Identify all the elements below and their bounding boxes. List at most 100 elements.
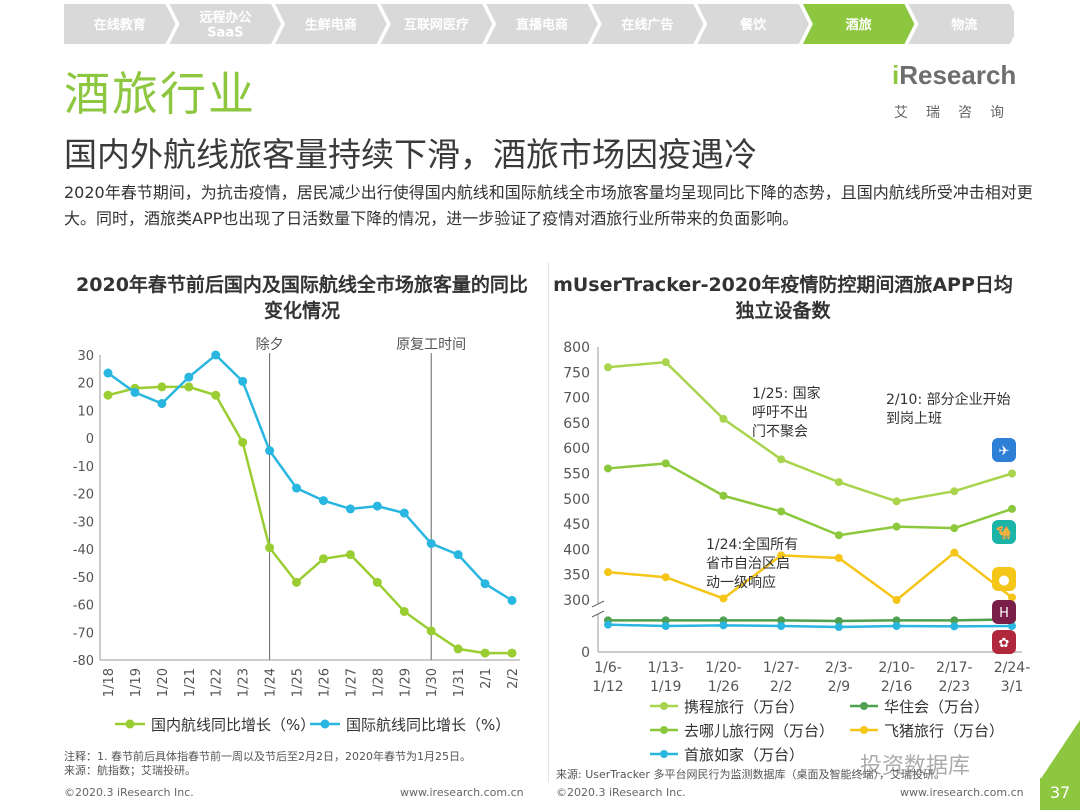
chart1-point (453, 644, 463, 654)
homeinns-app-icon-glyph: ✿ (999, 636, 1010, 651)
nav-tab-label: 餐饮 (739, 17, 767, 33)
chart1-y-tick: -40 (73, 543, 94, 558)
chart1-source: 来源：航指数；艾瑞投研。 (64, 764, 196, 777)
chart1-point (184, 372, 194, 382)
page-title: 酒旅行业 (64, 67, 256, 121)
chart2-y-tick: 0 (581, 645, 590, 661)
nav-tab-label: SaaS (207, 26, 243, 41)
nav-tab-4: 直播电商 (486, 4, 598, 44)
chart2-legend-label: 飞猪旅行（万台） (884, 722, 1004, 740)
chart2-point (1008, 593, 1016, 602)
chart2-axis-break-mark (591, 600, 605, 608)
chart2-point (1008, 469, 1016, 478)
chart1-point (157, 399, 167, 409)
chart1-point (265, 446, 275, 456)
chart1-point (265, 543, 275, 553)
chart2-point (719, 621, 728, 630)
corner-decoration (1040, 720, 1080, 780)
chart1-y-tick: -10 (73, 460, 94, 475)
nav-tab-3: 互联网医疗 (380, 4, 493, 44)
chart1-point (318, 554, 328, 564)
nav-tab-6: 餐饮 (697, 4, 809, 44)
chart2-point (892, 522, 901, 531)
nav-tab-5: 在线广告 (591, 4, 704, 44)
nav-tab-label: 在线教育 (94, 17, 146, 33)
chart2-point (604, 568, 612, 577)
chart2-x-tick-line2: 1/19 (650, 679, 681, 695)
nav-tab-shape (169, 4, 282, 44)
chart1-legend-marker (320, 719, 330, 729)
huazhu-app-icon: H (992, 600, 1016, 624)
chart1-x-tick: 1/28 (371, 668, 386, 697)
chart2-point (604, 464, 612, 473)
headline: 国内外航线旅客量持续下滑，酒旅市场因疫遇冷 (64, 135, 757, 174)
chart1-point (345, 550, 355, 560)
chart1-point (507, 595, 517, 605)
chart2-y-tick: 600 (563, 441, 590, 457)
chart2-title: mUserTracker-2020年疫情防控期间酒旅APP日均独立设备数 (553, 274, 1013, 322)
chart2-x-tick: 1/6- (594, 660, 622, 676)
chart1-x-tick: 1/29 (398, 668, 413, 697)
chart1-point (238, 376, 248, 386)
chart1-footnote: 注释：1. 春节前后具体指春节前一周以及节后至2月2日，2020年春节为1月25… (64, 750, 471, 778)
chart2-annotation-2: 1/24:全国所有 (706, 536, 798, 553)
nav-tab-shape (275, 4, 387, 44)
chart1-point (211, 390, 221, 400)
chart2-point (661, 573, 670, 582)
chart2-point (777, 507, 786, 516)
chart1-x-tick: 1/23 (237, 668, 252, 697)
chart2-point (719, 491, 728, 500)
chart2-x-tick-line2: 1/12 (592, 679, 623, 695)
fliggy-app-icon-glyph: ● (998, 573, 1009, 588)
chart1-note: 注释：1. 春节前后具体指春节前一周以及节后至2月2日，2020年春节为1月25… (64, 750, 471, 763)
chart1-point (453, 550, 463, 560)
footer-right-url: www.iresearch.com.cn (900, 786, 1024, 799)
chart2-annotation-0: 门不聚会 (752, 424, 808, 440)
chart2-annotation-2: 省市自治区启 (706, 555, 790, 572)
chart1-point (318, 496, 328, 506)
chart2-x-tick: 1/27- (763, 660, 800, 676)
footer-left-url: www.iresearch.com.cn (400, 786, 524, 799)
chart2-point (950, 616, 959, 625)
chart1-point (345, 504, 355, 514)
chart1-legend-label: 国际航线同比增长（%） (346, 716, 510, 734)
chart2-x-tick: 2/24- (994, 660, 1031, 676)
chart2-annotation-1: 到岗上班 (886, 411, 942, 427)
homeinns-app-icon: ✿ (992, 630, 1016, 654)
chart2-y-tick: 500 (563, 492, 590, 508)
ctrip-app-icon-bg (992, 438, 1016, 462)
chart1-y-tick: -60 (73, 599, 94, 614)
chart2-point (661, 622, 670, 630)
chart2-point (892, 596, 901, 604)
chart2-axis-break-mark (591, 610, 605, 618)
nav-tab-7: 酒旅 (802, 4, 915, 44)
chart2-point (834, 478, 843, 487)
chart2-series-line-1 (608, 618, 1013, 623)
chart2-legend-label: 去哪儿旅行网（万台） (684, 722, 834, 740)
chart2-point (834, 531, 843, 540)
ctrip-app-icon: ✈ (992, 438, 1016, 462)
chart1-point (399, 508, 409, 518)
chart2-x-tick: 2/10- (878, 660, 915, 676)
nav-tab-shape (908, 4, 1014, 44)
chart1-x-tick: 2/1 (479, 668, 494, 689)
chart2-point (950, 524, 959, 533)
chart2-point (834, 623, 843, 631)
chart1-y-tick: -20 (73, 488, 94, 503)
chart2-y-tick: 750 (563, 365, 590, 381)
chart1: 30 20 10 0 -10 -20 -30 -40 -50 -60 -70 -80 1/18 1/19 1… (73, 336, 521, 734)
iresearch-logo: iResearch 艾瑞咨询 (880, 60, 1030, 130)
chart2-point (892, 497, 901, 506)
chart1-point (211, 350, 221, 360)
chart2-source: 来源: UserTracker 多平台网民行为监测数据库（桌面及智能终端），艾瑞… (556, 768, 945, 781)
nav-tab-shape (380, 4, 493, 44)
chart2-y-tick: 550 (563, 467, 590, 483)
chart1-x-tick: 1/30 (425, 668, 440, 697)
chart1-point (372, 501, 382, 511)
chart1-x-tick: 1/25 (291, 668, 306, 697)
chart2-x-tick: 1/20- (705, 660, 742, 676)
nav-tab-label: 酒旅 (846, 17, 872, 33)
industry-nav: 在线教育 远程办公 SaaS 生鲜电商 互联网医疗 直播电商 在线广告 餐饮 酒旅 物流 (64, 4, 1014, 44)
